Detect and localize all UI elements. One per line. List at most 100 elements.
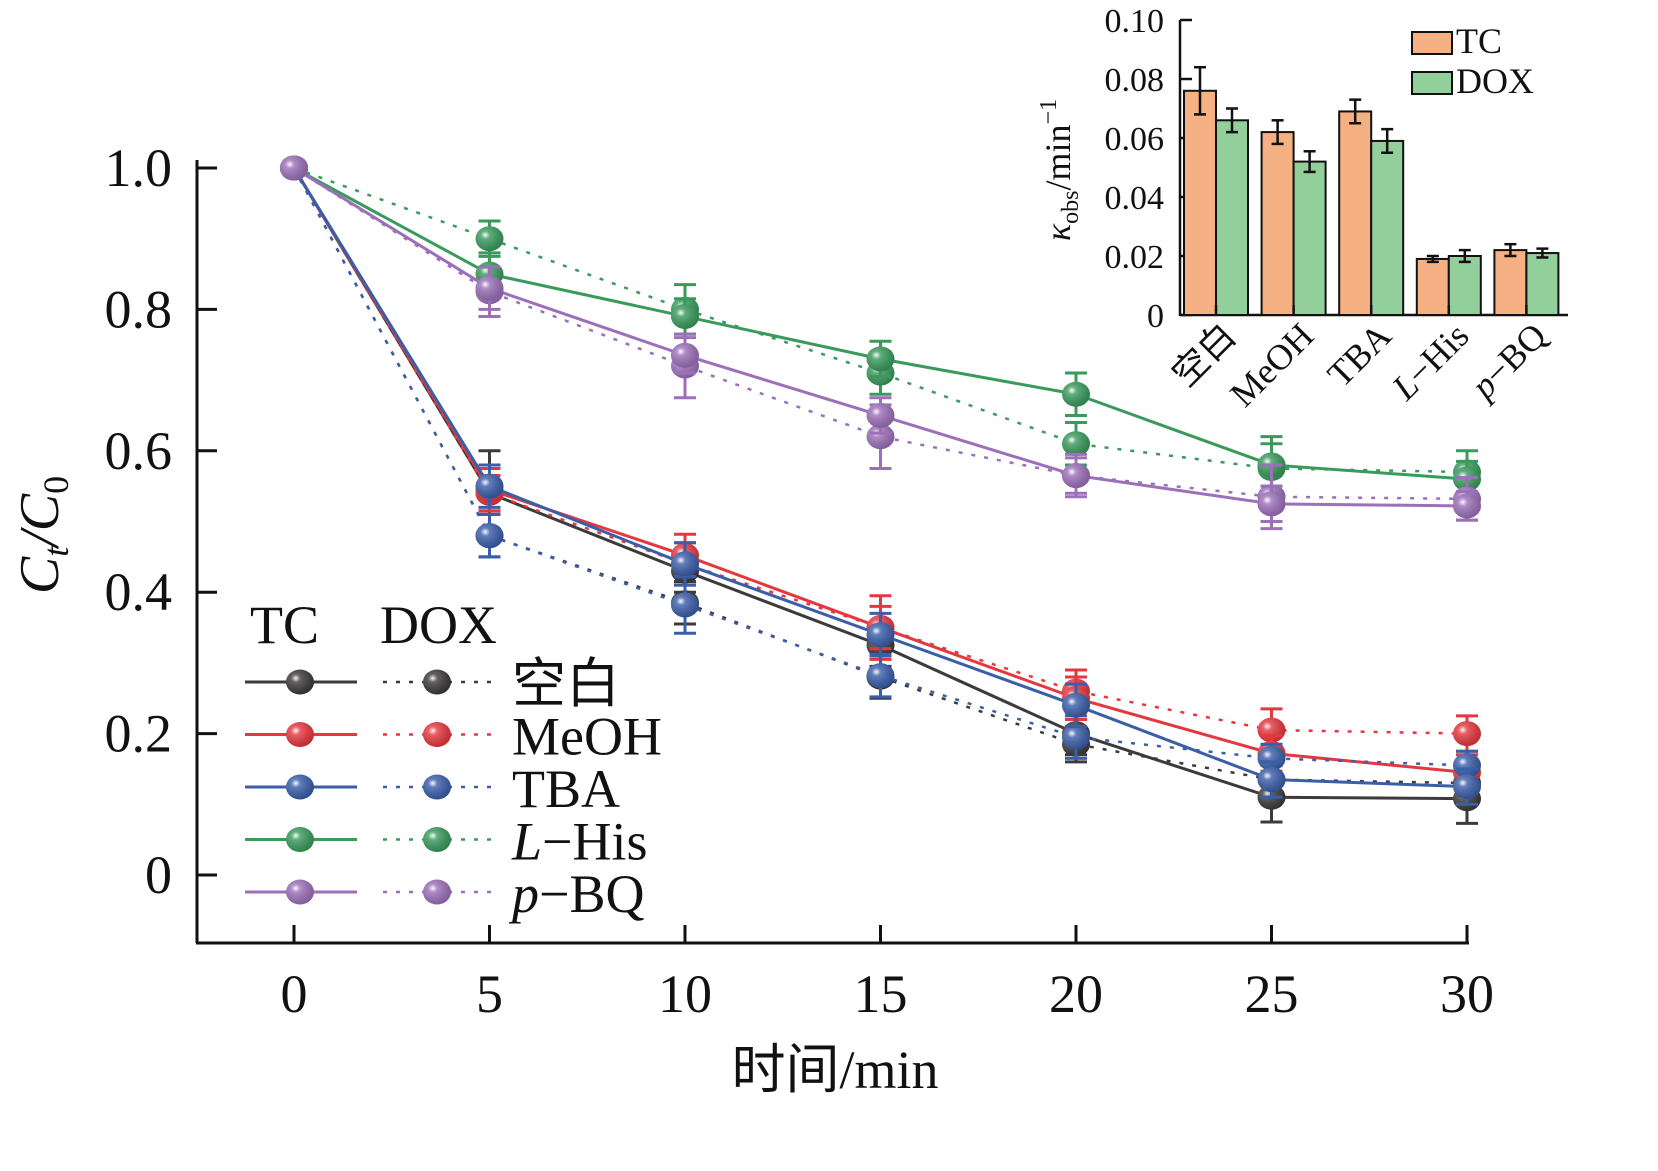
- x-tick-label: 15: [854, 964, 908, 1024]
- y-label-sub-0: 0: [36, 476, 76, 494]
- inset-y-axis-label: κobs/min−1: [1036, 99, 1084, 241]
- inset-x-tick-label: MeOH: [1222, 315, 1321, 414]
- inset-bar-DOX: [1447, 255, 1482, 316]
- legend-tc-marker-shine: [286, 827, 314, 852]
- legend-dox-marker-shine: [423, 774, 451, 800]
- y-axis-label: Ct/C0: [9, 476, 76, 594]
- legend-header-dox: DOX: [380, 595, 497, 655]
- tc-point-shine: [1062, 692, 1090, 718]
- tc-point-shine: [671, 342, 699, 368]
- tc-point-shine: [866, 346, 895, 372]
- legend-label: MeOH: [512, 707, 662, 767]
- tc-point-shine: [866, 622, 895, 648]
- legend-label-rest: −His: [542, 812, 647, 872]
- legend-label-text: 空白: [512, 654, 620, 714]
- x-tick-label: 0: [281, 964, 308, 1024]
- dox-point-shine: [671, 592, 699, 618]
- legend-dox-marker-shine: [423, 827, 451, 852]
- inset-bar-TC: [1493, 249, 1528, 317]
- legend-label-rest: −BQ: [539, 864, 644, 924]
- inset-y-tick-label: 0.04: [1105, 180, 1165, 217]
- legend-tc-marker-shine: [286, 774, 314, 800]
- inset-legend-swatch: [1411, 71, 1453, 95]
- inset-y-label-sub: obs: [1058, 190, 1084, 223]
- legend-label-text: TBA: [512, 759, 620, 819]
- inset-y-tick-label: 0.10: [1105, 3, 1165, 40]
- tc-point-shine: [475, 275, 504, 301]
- legend-label-text: MeOH: [512, 707, 662, 767]
- tc-point-shine: [280, 155, 308, 181]
- legend-dox-marker-shine: [423, 722, 451, 747]
- dox-point-shine: [475, 226, 504, 252]
- inset-legend-label: TC: [1456, 21, 1502, 61]
- inset-y-label-sup: −1: [1036, 99, 1062, 125]
- tc-point-shine: [1257, 491, 1286, 517]
- legend-header-tc: TC: [250, 595, 319, 655]
- series-p-BQ: [280, 155, 1481, 531]
- legend-tc-marker-shine: [286, 879, 314, 905]
- y-tick-label: 0: [145, 845, 172, 905]
- y-label-c: C: [9, 556, 71, 594]
- inset-x-tick-label: L−His: [1384, 315, 1477, 408]
- y-tick-label: 1.0: [105, 138, 173, 198]
- tc-point-shine: [475, 473, 504, 499]
- inset-y-tick-label: 0.06: [1105, 121, 1165, 158]
- inset-bar-TC: [1415, 257, 1450, 317]
- tc-point-shine: [671, 551, 699, 577]
- inset-bar-TC: [1260, 131, 1295, 316]
- dox-point-shine: [1453, 752, 1481, 778]
- legend-label: TBA: [512, 759, 620, 819]
- y-label-mid: /C: [9, 493, 71, 550]
- y-tick-label: 0.2: [105, 704, 173, 764]
- legend-label: 空白: [512, 654, 620, 714]
- x-tick-label: 30: [1440, 964, 1494, 1024]
- y-tick-label: 0.8: [105, 279, 173, 339]
- legend-tc-marker-shine: [286, 669, 314, 695]
- legend-label-italic: p: [508, 864, 539, 924]
- x-axis-label: 时间/min: [731, 1040, 938, 1100]
- x-tick-label: 5: [476, 964, 503, 1024]
- dox-point-shine: [1062, 431, 1090, 457]
- tc-point-shine: [1062, 463, 1090, 489]
- y-tick-label: 0.6: [105, 421, 173, 481]
- legend-label: p−BQ: [508, 864, 644, 924]
- dox-point-shine: [1257, 745, 1286, 771]
- tc-point-shine: [1453, 493, 1481, 519]
- inset-bar-DOX: [1525, 252, 1560, 317]
- inset-y-tick-label: 0.08: [1105, 62, 1165, 99]
- inset-bar-DOX: [1215, 119, 1249, 316]
- legend-tc-marker-shine: [286, 722, 314, 747]
- inset-bar-TC: [1338, 110, 1373, 316]
- inset-legend-label: DOX: [1456, 61, 1534, 101]
- x-tick-label: 10: [658, 964, 712, 1024]
- dox-point-shine: [866, 424, 895, 450]
- x-tick-label: 20: [1049, 964, 1103, 1024]
- dox-point-shine: [866, 663, 895, 689]
- tc-point-shine: [866, 402, 895, 428]
- inset-bar-TC: [1183, 89, 1217, 316]
- legend-dox-marker-shine: [423, 669, 451, 695]
- inset-x-tick-label: p−BQ: [1461, 315, 1554, 408]
- y-label-sub-t: t: [36, 546, 76, 557]
- inset-y-tick-label: 0: [1147, 298, 1164, 335]
- inset-legend-swatch: [1411, 31, 1453, 55]
- dox-point-shine: [1453, 721, 1481, 747]
- inset-bar-DOX: [1370, 139, 1405, 316]
- inset-y-tick-label: 0.02: [1105, 239, 1165, 276]
- legend-label: L−His: [511, 812, 648, 872]
- legend-dox-marker-shine: [423, 879, 451, 905]
- tc-point-shine: [1257, 767, 1286, 793]
- inset-y-label-kappa: κ: [1038, 223, 1078, 241]
- inset-y-label-rest: /min: [1038, 124, 1078, 190]
- tc-point-shine: [1453, 774, 1481, 800]
- dox-point-shine: [475, 523, 504, 549]
- dox-point-shine: [1062, 724, 1090, 750]
- inset-bar-DOX: [1292, 160, 1327, 316]
- x-tick-label: 25: [1245, 964, 1299, 1024]
- y-tick-label: 0.4: [105, 562, 173, 622]
- tc-point-shine: [1062, 381, 1090, 407]
- main-chart: 00.20.40.60.81.00 5 10 15 20 25 30时间/minCt/C0T…: [9, 138, 1494, 1100]
- inset-bar-chart: 00.020.040.060.080.10κobs/min−1空白MeOHTBA…: [1036, 3, 1568, 414]
